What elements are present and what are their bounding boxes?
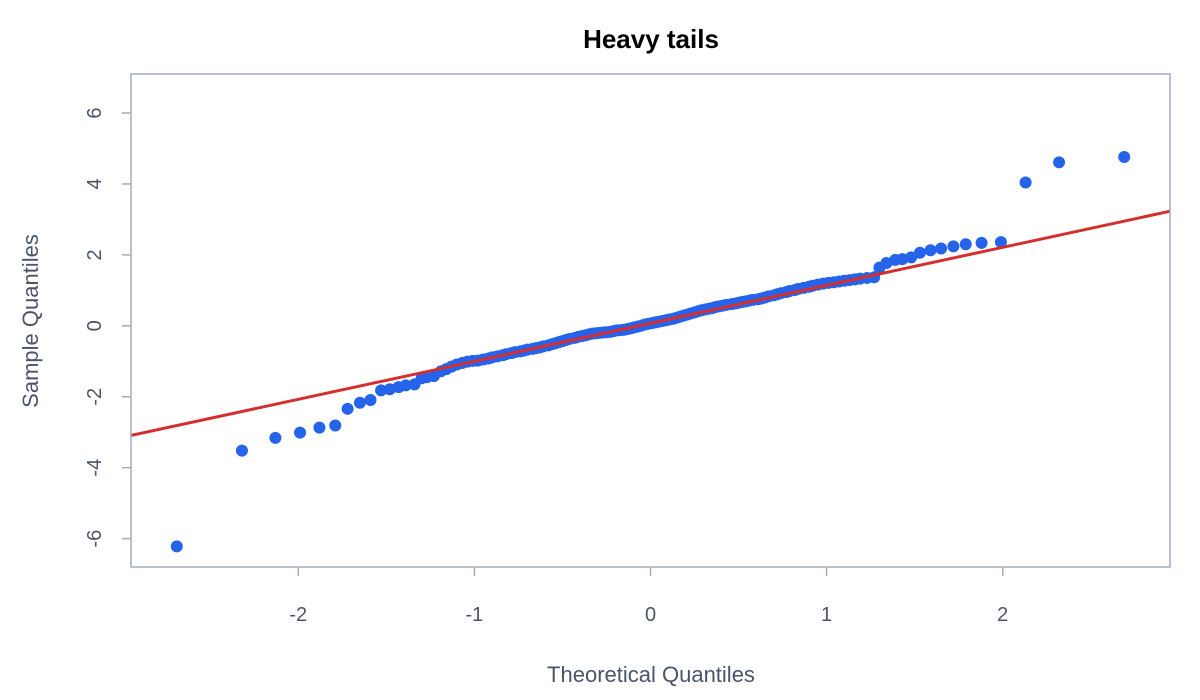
y-tick-label: 2 xyxy=(84,249,106,260)
reference-line xyxy=(131,209,1170,437)
data-point xyxy=(375,384,388,397)
data-point xyxy=(170,540,183,553)
data-point xyxy=(994,236,1007,249)
data-point xyxy=(924,244,937,257)
data-point xyxy=(269,431,282,444)
y-tick-label: 0 xyxy=(84,320,106,331)
y-tick-label: -2 xyxy=(84,388,106,406)
y-tick-label: 6 xyxy=(84,107,106,118)
plot-frame xyxy=(130,73,1171,568)
y-tick-label: -4 xyxy=(84,459,106,477)
x-tick-label: 0 xyxy=(645,604,656,626)
data-point xyxy=(905,251,918,264)
data-point xyxy=(935,242,948,255)
axis-ticks: -2 -1 0 1 2 -6 -4 -2 0 2 4 6 xyxy=(84,107,1008,626)
data-point xyxy=(975,236,988,249)
data-point xyxy=(313,421,326,434)
x-tick-label: -1 xyxy=(465,604,483,626)
x-tick-label: 1 xyxy=(821,604,832,626)
y-tick-label: 4 xyxy=(84,178,106,189)
data-point xyxy=(329,419,342,432)
data-point xyxy=(1118,150,1131,163)
data-point xyxy=(341,402,354,415)
data-point xyxy=(294,426,307,439)
y-axis-label: Sample Quantiles xyxy=(18,234,43,408)
plot-area xyxy=(131,150,1170,553)
x-axis-label: Theoretical Quantiles xyxy=(547,662,755,687)
data-point xyxy=(235,444,248,457)
chart-title: Heavy tails xyxy=(583,24,719,54)
data-point xyxy=(959,238,972,251)
data-point xyxy=(913,246,926,259)
data-point xyxy=(1019,176,1032,189)
x-tick-label: 2 xyxy=(997,604,1008,626)
data-point xyxy=(353,396,366,409)
y-tick-label: -6 xyxy=(84,530,106,548)
x-tick-label: -2 xyxy=(289,604,307,626)
data-point xyxy=(364,393,377,406)
data-point xyxy=(399,379,412,392)
data-point xyxy=(947,240,960,253)
data-point xyxy=(1053,156,1066,169)
